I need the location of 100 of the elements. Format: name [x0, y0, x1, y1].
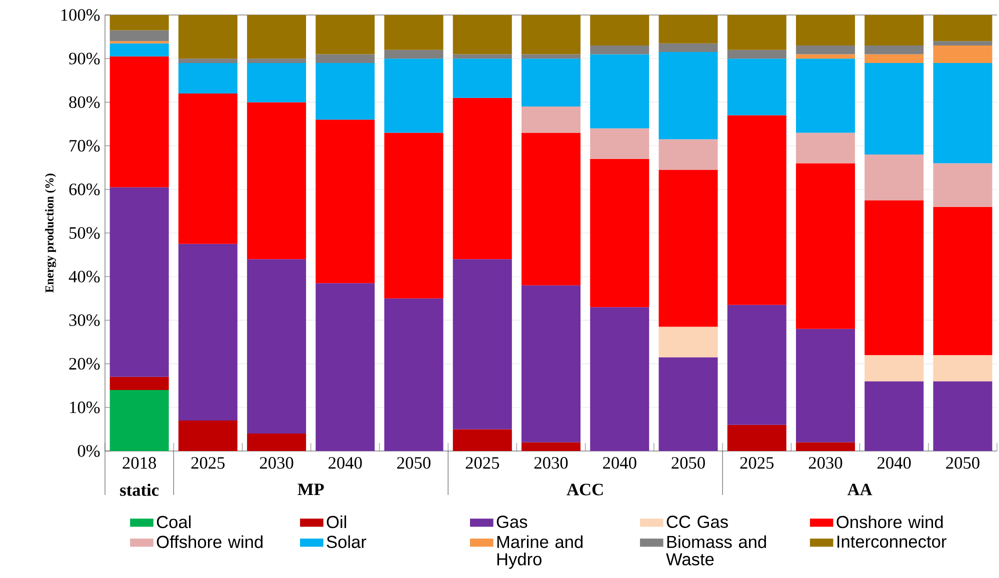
bar [933, 381, 992, 451]
bar [522, 14, 581, 54]
x-tick-label: 2050 [946, 457, 980, 469]
x-tick-label: 2040 [603, 457, 636, 469]
bar [727, 14, 786, 50]
x-tick-label: 2025 [191, 457, 225, 469]
y-tick-label: 10% [70, 402, 100, 414]
bar [452, 54, 512, 59]
bar [384, 298, 444, 451]
bar [384, 14, 444, 50]
bar [522, 54, 581, 59]
bar [247, 102, 306, 260]
x-tick-label: 2030 [260, 457, 294, 469]
bar [110, 43, 169, 56]
bar [316, 54, 375, 63]
bar [247, 62, 306, 102]
legend-label: Interconnector [838, 536, 946, 548]
legend-label: CC Gas [666, 516, 728, 528]
bar [796, 14, 855, 46]
bar [796, 54, 855, 59]
y-axis-title: Energy production (%) [45, 174, 56, 293]
y-tick-label: 60% [69, 184, 100, 196]
bar [522, 442, 581, 451]
bar [110, 56, 169, 188]
bar [178, 244, 238, 420]
y-tick-label: 90% [69, 52, 100, 64]
bar [727, 304, 786, 425]
bar [110, 30, 169, 42]
bar [658, 43, 718, 52]
bar [727, 115, 786, 305]
bar [658, 170, 718, 327]
bar [864, 200, 924, 356]
y-tick-label: 30% [69, 314, 100, 326]
bar [796, 328, 855, 442]
x-tick-label: 2025 [740, 457, 774, 469]
bar [658, 357, 718, 451]
bar [247, 434, 306, 451]
bar [590, 158, 650, 308]
legend-label: Oil [326, 515, 346, 528]
legend-label: Coal [156, 515, 191, 528]
bar [727, 424, 786, 451]
x-tick-label: 2040 [878, 457, 911, 469]
bar [864, 14, 924, 46]
bar [796, 58, 855, 133]
bar [658, 14, 718, 44]
bar [178, 93, 238, 244]
bar [247, 58, 306, 63]
bar [316, 62, 375, 120]
bar [247, 14, 306, 59]
bar [796, 442, 855, 451]
x-tick-label: 2050 [672, 457, 705, 469]
x-tick-label: 2018 [122, 457, 156, 469]
bar [178, 58, 238, 63]
y-tick-label: 80% [69, 96, 100, 108]
x-tick-label: 2030 [534, 457, 568, 469]
bar [933, 206, 992, 356]
bar [316, 283, 375, 451]
legend-label: Gas [496, 516, 528, 528]
y-tick-label: 50% [70, 227, 100, 239]
bar [658, 52, 718, 140]
bar [590, 14, 650, 46]
y-tick-label: 100% [61, 9, 100, 21]
bar [590, 46, 650, 54]
text: static [120, 484, 159, 496]
bar [796, 132, 855, 164]
bar [110, 14, 169, 30]
bar [316, 120, 375, 284]
bar [933, 355, 992, 382]
text: MP [298, 484, 324, 496]
text: AA [847, 484, 872, 496]
bar [384, 58, 444, 133]
bar [796, 46, 855, 54]
x-tick-label: 2025 [466, 457, 500, 469]
bar [384, 132, 444, 298]
x-tick-label: 2050 [397, 457, 430, 469]
bar [864, 355, 924, 382]
bar [727, 58, 786, 116]
bar [452, 58, 512, 98]
bar [384, 50, 444, 59]
bar [522, 106, 581, 133]
bar [933, 46, 992, 63]
bar [452, 14, 512, 54]
bar [110, 376, 169, 390]
bar [864, 154, 924, 200]
bar [178, 420, 238, 451]
bar [247, 259, 306, 434]
bar [658, 326, 718, 358]
bar [110, 187, 169, 377]
bar [452, 98, 512, 260]
bar [933, 41, 992, 46]
bar [864, 381, 924, 451]
x-tick-label: 2040 [328, 457, 362, 469]
bar [658, 139, 718, 170]
bar [522, 132, 581, 286]
y-tick-label: 40% [68, 270, 100, 282]
bar [864, 62, 924, 155]
x-tick-label: 2030 [808, 457, 842, 469]
bar [110, 390, 169, 451]
bar [933, 14, 992, 42]
bar [727, 50, 786, 59]
